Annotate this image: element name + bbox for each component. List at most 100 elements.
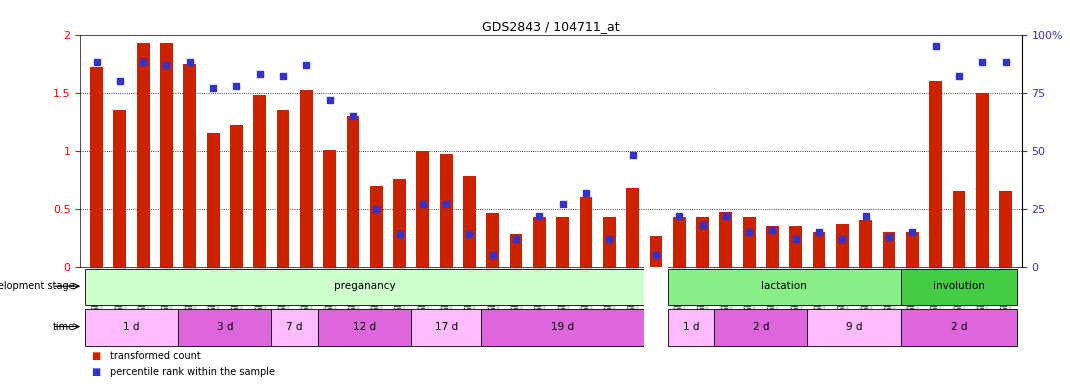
Point xyxy=(507,236,524,242)
Bar xyxy=(976,93,989,267)
Bar xyxy=(463,176,476,267)
Point xyxy=(111,78,128,84)
Bar xyxy=(790,226,802,267)
Point xyxy=(788,236,805,242)
Bar xyxy=(393,179,406,267)
Point xyxy=(531,213,548,219)
Point xyxy=(647,252,664,258)
Bar xyxy=(556,217,569,267)
Point xyxy=(345,113,362,119)
Bar xyxy=(714,309,808,346)
Point xyxy=(927,43,944,49)
Bar xyxy=(883,232,896,267)
Point xyxy=(717,213,734,219)
Point xyxy=(671,213,688,219)
Point xyxy=(834,236,851,242)
Text: lactation: lactation xyxy=(761,281,807,291)
Point xyxy=(438,201,455,207)
Bar xyxy=(90,67,103,267)
Bar xyxy=(580,197,593,267)
Bar xyxy=(160,43,173,267)
Point xyxy=(694,222,712,228)
Bar xyxy=(743,217,755,267)
Bar xyxy=(85,269,644,305)
Bar xyxy=(318,309,411,346)
Point xyxy=(740,229,758,235)
Point xyxy=(974,60,991,66)
Text: 3 d: 3 d xyxy=(216,321,233,331)
Point xyxy=(600,236,617,242)
Bar xyxy=(952,191,965,267)
Bar xyxy=(411,309,482,346)
Bar xyxy=(137,43,150,267)
Point xyxy=(414,201,431,207)
Point xyxy=(624,152,641,159)
Text: 17 d: 17 d xyxy=(434,321,458,331)
Bar xyxy=(254,95,266,267)
Text: 19 d: 19 d xyxy=(551,321,575,331)
Bar xyxy=(906,232,919,267)
Point xyxy=(461,231,478,237)
Point xyxy=(554,201,571,207)
Text: ■: ■ xyxy=(91,367,101,377)
Text: 2 d: 2 d xyxy=(950,321,967,331)
Bar xyxy=(649,235,662,267)
Bar xyxy=(183,64,196,267)
Point xyxy=(904,229,921,235)
Bar xyxy=(929,81,942,267)
Bar xyxy=(178,309,272,346)
Point xyxy=(297,62,315,68)
Text: 2 d: 2 d xyxy=(752,321,769,331)
Bar xyxy=(626,188,639,267)
Text: preganancy: preganancy xyxy=(334,281,396,291)
Bar xyxy=(602,217,615,267)
Text: time: time xyxy=(52,321,75,331)
Point xyxy=(204,85,221,91)
Text: percentile rank within the sample: percentile rank within the sample xyxy=(110,367,275,377)
Bar xyxy=(370,185,383,267)
Point xyxy=(181,60,198,66)
Bar xyxy=(113,110,126,267)
Bar xyxy=(487,214,500,267)
Bar xyxy=(272,309,318,346)
Bar xyxy=(808,309,901,346)
Point xyxy=(578,189,595,195)
Bar xyxy=(482,309,644,346)
Point xyxy=(950,73,967,79)
Point xyxy=(764,227,781,233)
Point xyxy=(251,71,269,77)
Text: transformed count: transformed count xyxy=(110,351,201,361)
Bar xyxy=(509,234,522,267)
Bar xyxy=(323,149,336,267)
Bar xyxy=(668,269,901,305)
Bar xyxy=(644,307,668,348)
Bar xyxy=(719,212,732,267)
Text: 1 d: 1 d xyxy=(683,321,699,331)
Bar xyxy=(85,309,178,346)
Bar xyxy=(230,125,243,267)
Title: GDS2843 / 104711_at: GDS2843 / 104711_at xyxy=(483,20,620,33)
Bar xyxy=(416,151,429,267)
Text: 9 d: 9 d xyxy=(845,321,862,331)
Text: 7 d: 7 d xyxy=(287,321,303,331)
Bar xyxy=(533,217,546,267)
Bar xyxy=(901,309,1018,346)
Bar xyxy=(859,220,872,267)
Text: 1 d: 1 d xyxy=(123,321,140,331)
Bar xyxy=(207,133,219,267)
Bar xyxy=(813,232,825,267)
Point xyxy=(228,83,245,89)
Point xyxy=(135,60,152,66)
Point xyxy=(485,252,502,258)
Point xyxy=(997,60,1014,66)
Text: 12 d: 12 d xyxy=(353,321,377,331)
Bar xyxy=(697,217,709,267)
Bar xyxy=(300,90,312,267)
Bar xyxy=(644,267,668,307)
Bar xyxy=(440,154,453,267)
Bar xyxy=(668,309,714,346)
Text: involution: involution xyxy=(933,281,984,291)
Bar xyxy=(673,217,686,267)
Point xyxy=(88,60,105,66)
Point xyxy=(857,213,874,219)
